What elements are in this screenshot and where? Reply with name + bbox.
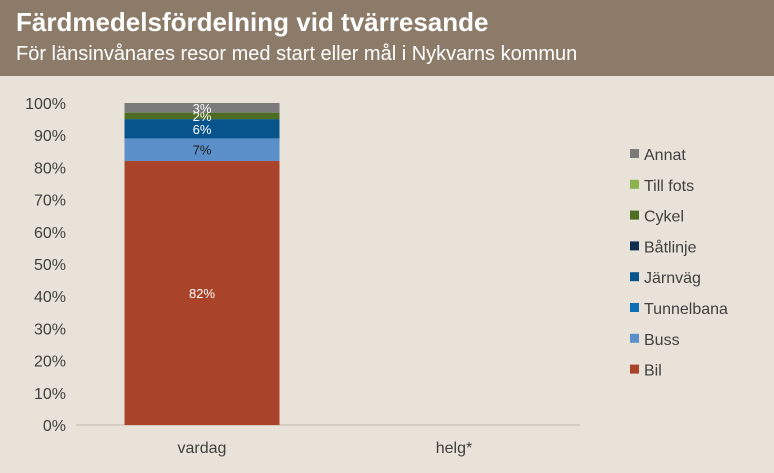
legend-label: Båtlinje — [644, 238, 697, 256]
legend-swatch — [630, 272, 639, 282]
legend-label: Buss — [644, 332, 680, 349]
chart-subtitle: För länsinvånares resor med start eller … — [16, 43, 578, 65]
bar-segment — [124, 160, 280, 425]
legend-label: Annat — [644, 147, 686, 164]
y-tick-label: 0% — [43, 418, 66, 435]
y-tick-label: 80% — [34, 160, 66, 177]
legend-swatch — [630, 333, 639, 343]
y-tick-label: 60% — [34, 225, 66, 242]
legend-label: Bil — [644, 363, 662, 380]
x-category-label: vardag — [178, 440, 227, 457]
data-label: 7% — [193, 143, 212, 158]
data-label: 6% — [193, 122, 212, 137]
bar-segment — [124, 138, 280, 161]
legend-swatch — [630, 149, 639, 158]
x-category-label: helg* — [436, 440, 472, 457]
chart-title: Färdmedelsfördelning vid tvärresande — [16, 7, 489, 37]
chart-header: Färdmedelsfördelning vid tvärresande För… — [0, 0, 774, 76]
y-tick-label: 100% — [25, 96, 66, 113]
legend-label: Cykel — [644, 209, 684, 226]
y-tick-label: 30% — [34, 321, 66, 338]
y-tick-label: 70% — [34, 193, 66, 210]
legend-swatch — [630, 210, 639, 220]
y-tick-label: 50% — [34, 257, 66, 274]
y-tick-label: 10% — [34, 386, 66, 403]
bar-segment — [124, 119, 280, 139]
y-tick-label: 20% — [34, 354, 66, 371]
legend-label: Till fots — [644, 178, 694, 195]
bar-segment — [124, 103, 280, 113]
legend-swatch — [630, 303, 639, 312]
legend-swatch — [630, 179, 639, 189]
legend-label: Tunnelbana — [644, 301, 728, 318]
stacked-bar-chart: 0% 10% 20% 30% 40% 50% 60% 70% 80% 90% 100% vardag h… — [25, 96, 728, 457]
legend-swatch — [630, 364, 639, 374]
y-tick-label: 40% — [34, 289, 66, 306]
legend-swatch — [630, 241, 639, 251]
bar-segment — [124, 112, 280, 120]
y-tick-label: 90% — [34, 128, 66, 145]
legend-label: Järnväg — [644, 270, 701, 287]
data-label: 82% — [189, 286, 215, 301]
data-label: 3% — [193, 101, 212, 116]
